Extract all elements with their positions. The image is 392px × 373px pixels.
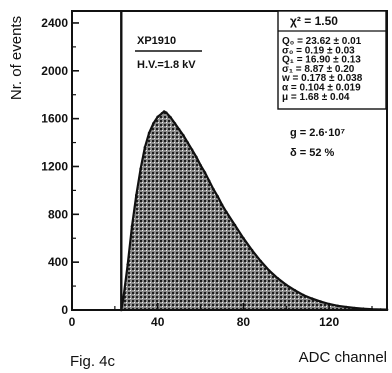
x-tick-label: 0 (69, 315, 76, 329)
histogram-point (162, 110, 166, 113)
fit-box (277, 10, 387, 110)
fit-param-line: Q₁ = 16.90 ± 0.13 (282, 55, 361, 66)
x-tick-label: 80 (237, 315, 251, 329)
histogram-point (220, 203, 224, 207)
figure-caption: Fig. 4c (70, 353, 116, 370)
histogram-point (345, 305, 348, 309)
y-tick-label: 2400 (41, 16, 68, 30)
y-tick-label: 400 (48, 255, 68, 269)
histogram-point (302, 293, 305, 297)
histogram-point (216, 195, 219, 198)
histogram-point (182, 134, 185, 137)
histogram-point (336, 304, 340, 308)
histogram-point (130, 225, 134, 228)
histogram-point (207, 179, 211, 183)
x-axis-label: ADC channel (299, 349, 387, 366)
fit-param-line: α = 0.104 ± 0.019 (282, 83, 361, 94)
histogram-point (293, 289, 297, 292)
hv-label: H.V.=1.8 kV (137, 59, 196, 71)
histogram-point (319, 300, 322, 303)
histogram-point (147, 131, 151, 135)
histogram-point (135, 193, 138, 197)
fit-param-line: Q₀ = 23.62 ± 0.01 (282, 36, 362, 47)
fit-param-line: σ₀ = 0.19 ± 0.03 (282, 45, 355, 56)
histogram-point (250, 248, 254, 252)
plot-layer (120, 11, 389, 312)
fit-param-line: χ² = 1.50 (290, 14, 338, 28)
fit-param-line: μ = 1.68 ± 0.04 (282, 92, 350, 103)
histogram-point (165, 111, 168, 114)
histogram-point (195, 155, 198, 159)
histogram-point (143, 146, 147, 149)
histogram-point (203, 171, 207, 174)
plot-frame (71, 10, 388, 311)
histogram-point (173, 122, 177, 125)
y-tick-label: 1200 (41, 159, 68, 173)
y-tick-label: 1600 (41, 112, 68, 126)
gain-label: g = 2.6·10⁷ (290, 127, 345, 139)
fit-param-line: σ₁ = 8.87 ± 0.20 (282, 64, 355, 75)
histogram-area (121, 111, 388, 310)
histogram-point (199, 164, 202, 167)
y-tick-label: 800 (48, 207, 68, 221)
histogram-point (152, 122, 155, 125)
histogram-point (233, 223, 237, 227)
y-tick-label: 0 (61, 303, 68, 317)
x-tick-label: 40 (151, 315, 165, 329)
tube-label: XP1910 (137, 35, 176, 47)
histogram-point (242, 236, 245, 240)
histogram-point (225, 210, 228, 214)
histogram-point (177, 128, 181, 131)
resolution-label: δ = 52 % (290, 147, 334, 159)
histogram-point (169, 116, 172, 119)
histogram-point (267, 269, 271, 272)
histogram-point (310, 297, 314, 300)
y-axis-label: Nr. of events (8, 16, 25, 100)
histogram-point (139, 167, 142, 171)
histogram-point (126, 263, 129, 266)
y-tick-label: 2000 (41, 64, 68, 78)
x-tick-label: 120 (319, 315, 339, 329)
histogram-point (212, 187, 215, 191)
histogram-point (353, 306, 357, 310)
histogram-point (122, 296, 125, 300)
histogram-point (156, 115, 159, 119)
histogram-point (190, 148, 194, 151)
histogram-point (285, 283, 288, 287)
histogram-point (186, 141, 189, 144)
histogram-outline (120, 110, 388, 311)
histogram-point (259, 259, 262, 263)
histogram-point (160, 112, 164, 115)
fit-param-line: w = 0.178 ± 0.038 (281, 73, 363, 84)
histogram-point (276, 277, 280, 280)
